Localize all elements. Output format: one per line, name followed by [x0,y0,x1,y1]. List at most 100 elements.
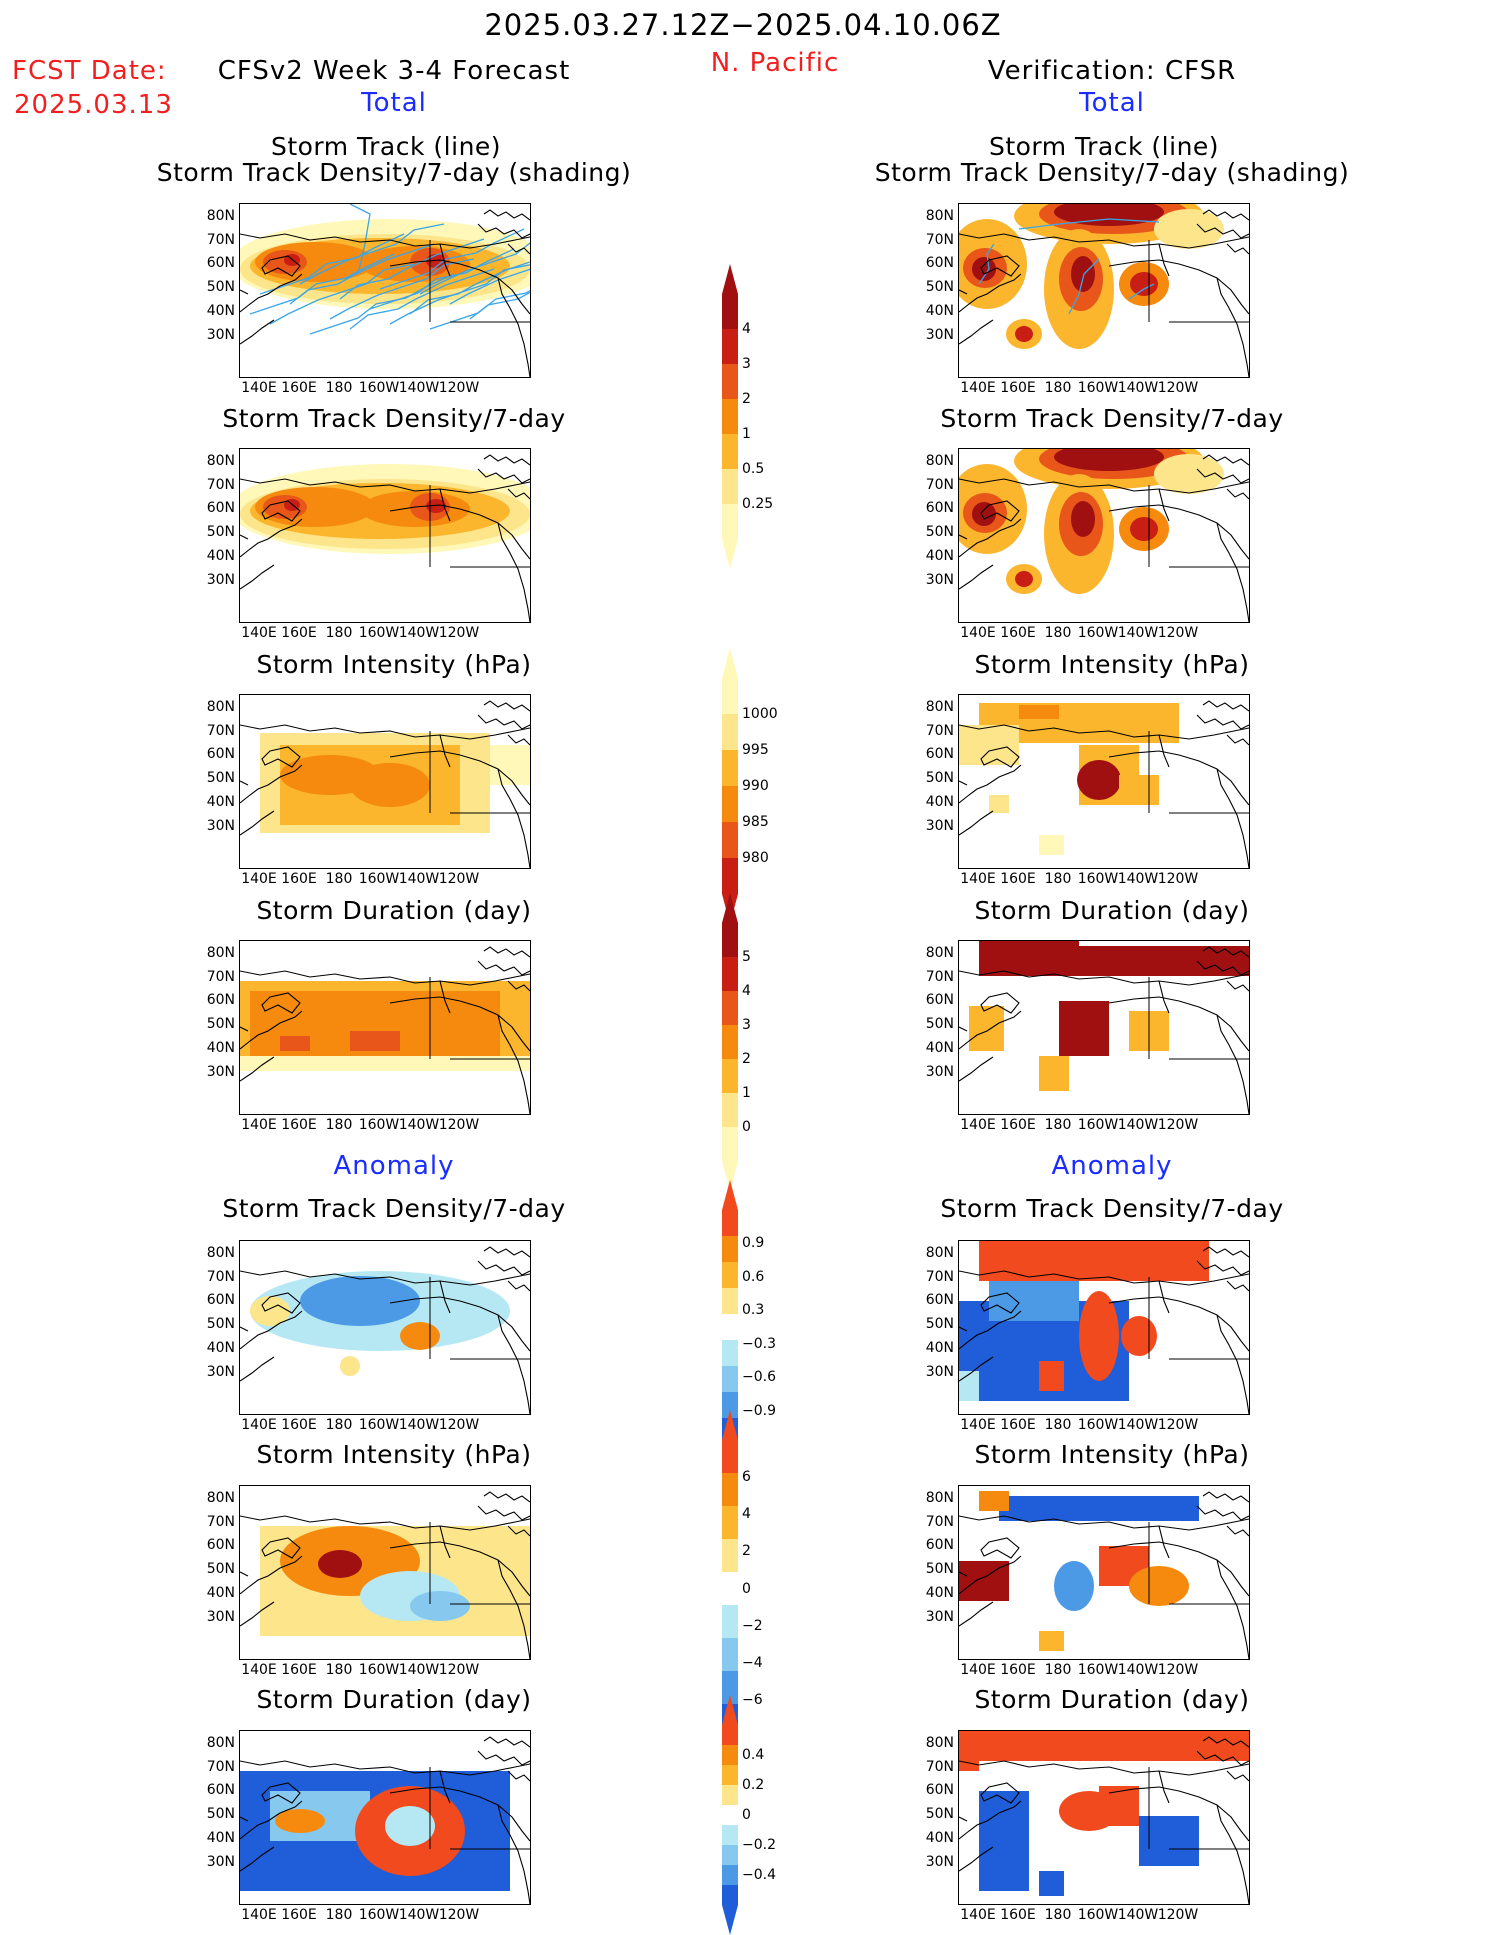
right-track-line-title: Storm Track (line) [988,132,1220,161]
lon-tick-label: 160E [1000,1662,1036,1678]
colorbar-label: 990 [742,778,769,794]
lat-tick-label: 70N [925,969,954,985]
map-panel-dens_anom-verification [958,1240,1250,1415]
lon-tick-label: 140E [960,625,996,641]
colorbar-label: 4 [742,321,751,337]
lon-tick-label: 140W [398,625,440,641]
map-field [959,1241,1249,1414]
lat-tick-label: 40N [206,1830,235,1846]
colorbar-label: 0 [742,1119,751,1135]
lon-tick-label: 120W [438,1417,480,1433]
lon-tick-label: 160W [1077,1662,1119,1678]
colorbar-label: 0 [742,1580,751,1597]
fcst-date-label: FCST Date: [12,56,167,86]
lat-tick-label: 60N [206,500,235,516]
lat-tick-label: 60N [925,500,954,516]
left-anom-density-title: Storm Track Density/7-day [222,1194,566,1223]
lon-tick-label: 180 [325,625,353,641]
map-panel-track-verification [958,203,1250,378]
colorbar-label: 6 [742,1469,751,1486]
lat-tick-label: 30N [206,1364,235,1380]
colorbar-label: 980 [742,850,769,866]
colorbar-label: 0.3 [742,1302,765,1319]
lat-tick-label: 50N [925,1806,954,1822]
lat-tick-label: 40N [925,548,954,564]
right-heading: Verification: CFSR [987,56,1237,86]
lat-tick-label: 30N [206,1064,235,1080]
lon-tick-label: 120W [438,1662,480,1678]
lon-tick-label: 160W [358,1417,400,1433]
lat-tick-label: 40N [206,1585,235,1601]
lat-tick-label: 30N [206,327,235,343]
lat-tick-label: 50N [206,1806,235,1822]
map-panel-intensity-verification [958,694,1250,869]
lat-tick-label: 60N [925,1537,954,1553]
lon-tick-label: 160W [1077,871,1119,887]
lon-tick-label: 140W [1117,1662,1159,1678]
lon-tick-label: 160W [1077,380,1119,396]
map-field [240,946,530,1114]
map-panel-int_anom-verification [958,1485,1250,1660]
lat-tick-label: 40N [925,794,954,810]
lon-tick-label: 160E [281,1117,317,1133]
lon-tick-label: 180 [325,871,353,887]
lat-tick-label: 40N [925,303,954,319]
lat-tick-label: 80N [206,699,235,715]
lon-tick-label: 160E [281,625,317,641]
lon-tick-label: 180 [1044,1662,1072,1678]
lon-tick-label: 120W [1157,871,1199,887]
lat-tick-label: 30N [925,1609,954,1625]
colorbar-label: 0.9 [742,1235,765,1252]
lat-tick-label: 30N [925,572,954,588]
lat-tick-label: 70N [206,1269,235,1285]
lat-tick-label: 60N [925,992,954,1008]
colorbar-density_total: 4 3 2 1 0.5 0.25 [714,264,834,569]
lat-tick-label: 40N [206,548,235,564]
right-intensity-title: Storm Intensity (hPa) [974,650,1250,679]
fcst-date-value: 2025.03.13 [14,90,173,120]
lat-tick-label: 40N [206,794,235,810]
lon-tick-label: 180 [325,1117,353,1133]
lon-tick-label: 180 [325,380,353,396]
lat-tick-label: 30N [925,1854,954,1870]
colorbar-label: 985 [742,814,769,830]
lat-tick-label: 50N [206,1316,235,1332]
lon-tick-label: 120W [1157,1117,1199,1133]
lat-tick-label: 60N [206,255,235,271]
map-field [240,454,530,622]
map-field [959,1731,1249,1904]
lat-tick-label: 80N [925,1735,954,1751]
lat-tick-label: 60N [206,1537,235,1553]
lon-tick-label: 120W [438,625,480,641]
lon-tick-label: 160W [1077,1907,1119,1923]
map-panel-dur_anom-forecast [239,1730,531,1905]
colorbar-density_anom: 0.9 0.6 0.3 −0.3 −0.6 −0.9 [714,1180,834,1474]
lon-tick-label: 140E [960,1117,996,1133]
map-field [959,1491,1249,1659]
lat-tick-label: 30N [925,818,954,834]
lon-tick-label: 160E [1000,871,1036,887]
lon-tick-label: 160E [281,380,317,396]
right-anom-intensity-title: Storm Intensity (hPa) [974,1440,1250,1469]
lon-tick-label: 140W [1117,1117,1159,1133]
lat-tick-label: 40N [925,1830,954,1846]
lon-tick-label: 160W [358,625,400,641]
left-duration-title: Storm Duration (day) [256,896,532,925]
lon-tick-label: 160E [1000,380,1036,396]
lon-tick-label: 140E [241,380,277,396]
lat-tick-label: 40N [925,1040,954,1056]
colorbar-label: −6 [742,1691,763,1708]
lon-tick-label: 160E [281,1662,317,1678]
map-field [959,700,1249,868]
lon-tick-label: 140E [960,871,996,887]
lon-tick-label: 140E [960,1417,996,1433]
lon-tick-label: 140E [960,380,996,396]
map-panel-duration-forecast [239,940,531,1115]
right-track-shading-title: Storm Track Density/7-day (shading) [874,158,1350,187]
lat-tick-label: 60N [925,746,954,762]
colorbar-label: 0.2 [742,1777,765,1793]
colorbar-label: 1000 [742,706,778,722]
lon-tick-label: 140E [241,1117,277,1133]
colorbar-label: −0.4 [742,1867,776,1883]
lat-tick-label: 30N [925,1364,954,1380]
